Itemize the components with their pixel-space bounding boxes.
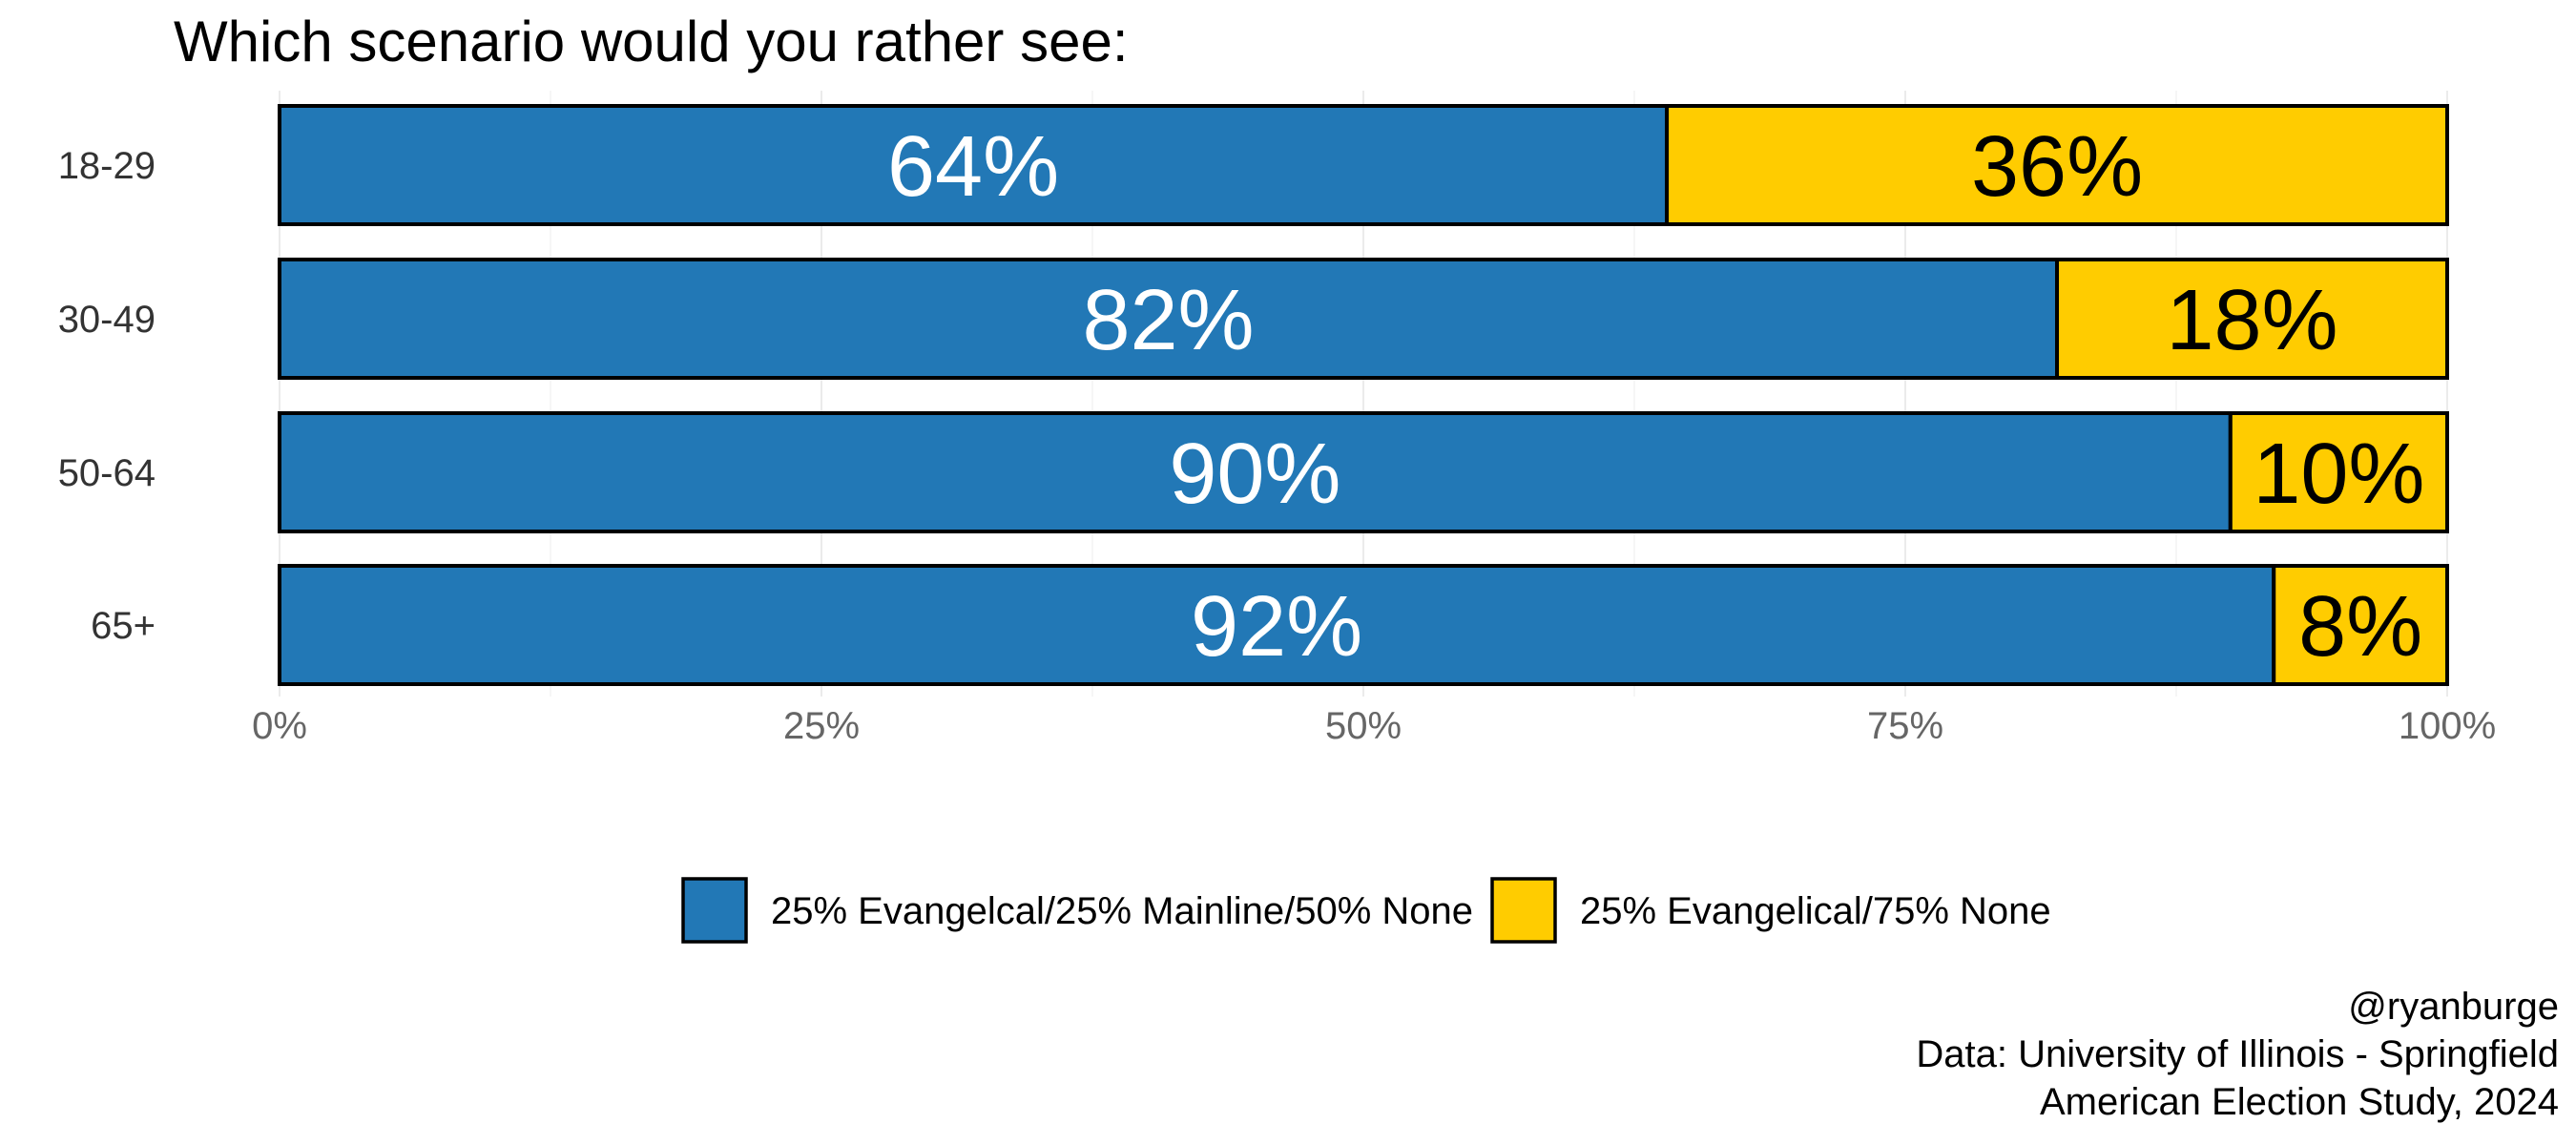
bar-segment-30-49-series-1 [278,258,2060,380]
bar-data-label: 82% [1082,273,1254,368]
legend-label: 25% Evangelcal/25% Mainline/50% None [771,890,1473,932]
category-label: 18-29 [58,145,156,187]
x-axis-tick-labels: 0% 25% 50% 75% 100% [252,705,2496,747]
x-tick-label: 50% [1325,705,1402,747]
bar-segment-30-49-series-2 [2055,258,2450,380]
caption: @ryanburge Data: University of Illinois … [1916,986,2559,1123]
bar-data-label: 36% [1971,119,2143,215]
bar-segment-50-64-series-1 [278,411,2233,533]
bars: 64% 36% 82% 18% 90% 10% 92% 8% [278,104,2450,686]
x-tick-label: 25% [783,705,860,747]
legend-swatch [681,877,748,944]
bar-segment-18-29-series-2 [1665,104,2449,226]
category-labels: 18-29 30-49 50-64 65+ [58,145,156,647]
x-tick-label: 0% [252,705,307,747]
bar-segment-65+-series-2 [2272,564,2449,686]
x-tick-label: 75% [1867,705,1943,747]
category-label: 65+ [91,605,156,647]
bar-data-label: 92% [1191,579,1362,675]
bar-data-label: 18% [2166,273,2337,368]
bar-segment-65+-series-1 [278,564,2276,686]
x-tick-label: 100% [2399,705,2496,747]
legend-swatch [1490,877,1557,944]
category-label: 30-49 [58,299,156,341]
category-label: 50-64 [58,452,156,494]
bar-data-label: 8% [2298,579,2422,675]
legend-label: 25% Evangelical/75% None [1580,890,2051,932]
bar-data-label: 90% [1169,427,1340,522]
caption-line-2: Data: University of Illinois - Springfie… [1916,1033,2559,1075]
chart-title: Which scenario would you rather see: [174,10,1129,73]
caption-line-1: @ryanburge [2348,986,2559,1028]
bar-data-label: 10% [2253,427,2424,522]
legend: 25% Evangelcal/25% Mainline/50% None 25% … [681,877,2051,944]
caption-line-3: American Election Study, 2024 [2040,1081,2559,1123]
bar-data-label: 64% [887,119,1059,215]
bar-segment-50-64-series-2 [2228,411,2450,533]
